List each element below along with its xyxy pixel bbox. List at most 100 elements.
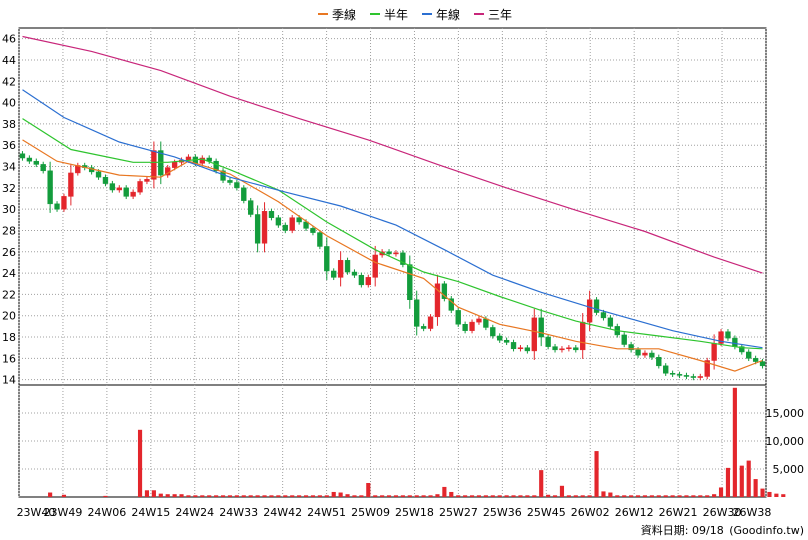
volume-tick-label: 15,000 <box>766 407 805 420</box>
volume-bar <box>504 495 509 497</box>
volume-bar <box>220 495 226 497</box>
price-tick-label: 30 <box>2 203 16 216</box>
candle-body <box>61 196 67 210</box>
candle-body <box>718 331 724 344</box>
volume-bar <box>303 495 309 497</box>
candle-body <box>109 183 116 191</box>
volume-bar <box>629 495 634 497</box>
volume-plot-area <box>18 384 767 498</box>
volume-bar <box>331 491 336 497</box>
volume-bar <box>380 495 385 497</box>
candle-body <box>538 317 544 338</box>
volume-bar <box>525 495 530 497</box>
volume-bar <box>746 460 751 497</box>
legend-swatch-quarter <box>318 13 328 15</box>
candle-body <box>68 172 74 197</box>
candle-body <box>116 187 122 191</box>
candle-body <box>227 180 233 183</box>
candle-body <box>47 170 53 205</box>
price-tick-label: 28 <box>2 224 16 237</box>
candle-body <box>268 211 275 218</box>
candle-body <box>310 228 316 233</box>
candle-body <box>600 312 607 319</box>
volume-bar <box>511 495 516 497</box>
volume-bar <box>760 488 765 497</box>
x-tick-label: 24W24 <box>175 506 214 519</box>
volume-bar <box>193 495 198 497</box>
candle-body <box>649 352 655 358</box>
volume-bar <box>774 493 779 497</box>
price-tick-label: 46 <box>2 33 16 46</box>
volume-bar <box>241 495 246 497</box>
candle-body <box>462 324 468 331</box>
volume-bar <box>290 495 295 497</box>
volume-bar <box>200 495 205 497</box>
candle-body <box>26 157 33 162</box>
volume-bar <box>214 495 219 497</box>
price-tick-label: 26 <box>2 246 16 259</box>
volume-bar <box>463 495 468 497</box>
volume-bar <box>144 490 150 497</box>
candle-body <box>524 347 531 352</box>
x-tick-label: 24W42 <box>263 506 302 519</box>
price-tick-label: 34 <box>2 161 16 174</box>
volume-tick-label: 10,000 <box>766 435 805 448</box>
price-tick-label: 40 <box>2 97 16 110</box>
volume-bar <box>297 495 302 497</box>
x-tick-label: 25W36 <box>483 506 522 519</box>
legend-item-year: 年線 <box>422 6 460 23</box>
price-tick-label: 38 <box>2 118 16 131</box>
candle-body <box>580 321 586 351</box>
candle-body <box>531 317 537 352</box>
volume-bar <box>324 495 329 497</box>
candle-body <box>137 181 143 193</box>
volume-bar <box>449 491 454 497</box>
legend-item-quarter: 季線 <box>318 6 356 23</box>
volume-bar <box>518 495 523 497</box>
volume-bar <box>172 494 177 497</box>
candle-body <box>752 358 759 362</box>
volume-bar <box>61 494 67 497</box>
candle-body <box>54 203 60 210</box>
candle-body <box>261 211 268 244</box>
price-tick-label: 14 <box>2 374 16 387</box>
volume-bar <box>393 495 399 497</box>
candle-body <box>607 317 614 327</box>
candle-body <box>393 252 399 255</box>
candle-body <box>241 187 247 201</box>
data-date-label: 資料日期: 09/18 <box>640 524 724 537</box>
volume-bar <box>151 490 156 497</box>
candle-body <box>656 357 662 367</box>
candle-body <box>414 299 420 327</box>
x-tick-label: 23W49 <box>44 506 83 519</box>
volume-bar <box>338 492 343 497</box>
volume-bar <box>48 492 53 497</box>
volume-bar <box>601 491 606 497</box>
volume-bar <box>262 495 267 497</box>
volume-bar <box>469 495 475 497</box>
volume-bar <box>635 495 641 497</box>
source-label: (Goodinfo.tw) <box>729 524 804 537</box>
x-tick-label: 26W38 <box>733 506 772 519</box>
candle-body <box>510 342 517 350</box>
volume-bar <box>310 495 316 497</box>
candle-body <box>704 360 710 377</box>
candle-body <box>296 217 302 223</box>
volume-bar <box>546 494 551 497</box>
volume-bar <box>573 495 578 497</box>
candle-body <box>19 153 26 159</box>
price-tick-label: 16 <box>2 352 16 365</box>
candle-body <box>331 270 337 278</box>
candle-body <box>102 176 109 184</box>
x-tick-label: 25W27 <box>439 506 478 519</box>
candle-body <box>407 264 413 300</box>
candle-body <box>663 365 669 374</box>
x-tick-label: 26W30 <box>703 506 742 519</box>
candle-body <box>434 283 441 318</box>
candle-body <box>144 179 150 182</box>
volume-bar <box>414 495 419 497</box>
legend-item-halfyear: 半年 <box>370 6 408 23</box>
volume-bar <box>442 486 447 497</box>
ma-line-年線 <box>22 89 763 349</box>
volume-bar <box>207 495 212 497</box>
